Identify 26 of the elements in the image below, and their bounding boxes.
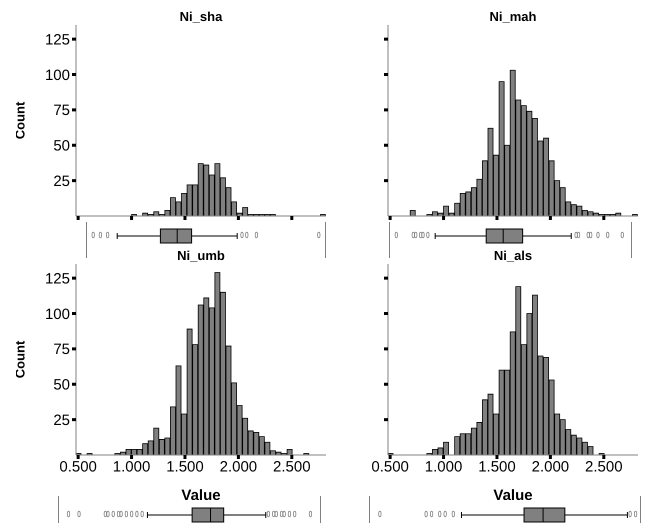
x-axis-title: Value — [493, 487, 533, 504]
y-tick-label: 25 — [53, 172, 70, 190]
y-tick-label: 100 — [44, 306, 70, 323]
x-tick-label: 1.000 — [112, 458, 150, 476]
x-tick-label: 1.500 — [478, 458, 516, 476]
x-tick-label: 0.500 — [371, 458, 409, 476]
y-tick-label: 125 — [44, 31, 70, 48]
chart-title: Ni_sha — [178, 9, 224, 24]
chart-title: Ni_mah — [488, 9, 538, 24]
y-tick-label: 100 — [44, 66, 70, 84]
x-tick-label: 2.000 — [220, 458, 258, 476]
y-tick-label: 25 — [53, 412, 70, 429]
y-tick-label: 50 — [53, 138, 70, 155]
y-tick-label: 75 — [53, 102, 70, 120]
x-tick-label: 2.500 — [585, 458, 623, 476]
x-tick-label: 1.500 — [166, 458, 204, 476]
chart-title: Ni_als — [492, 248, 534, 263]
x-tick-label: 2.500 — [273, 458, 311, 476]
chart-title: Ni_umb — [176, 248, 226, 263]
x-axis-title: Value — [181, 487, 221, 504]
x-tick-label: 1.000 — [424, 458, 462, 476]
x-tick-label: 2.000 — [532, 458, 570, 476]
y-tick-label: 75 — [53, 341, 70, 358]
y-tick-label: 125 — [44, 270, 70, 288]
x-tick-label: 0.500 — [59, 458, 97, 476]
y-tick-label: 50 — [53, 376, 70, 394]
